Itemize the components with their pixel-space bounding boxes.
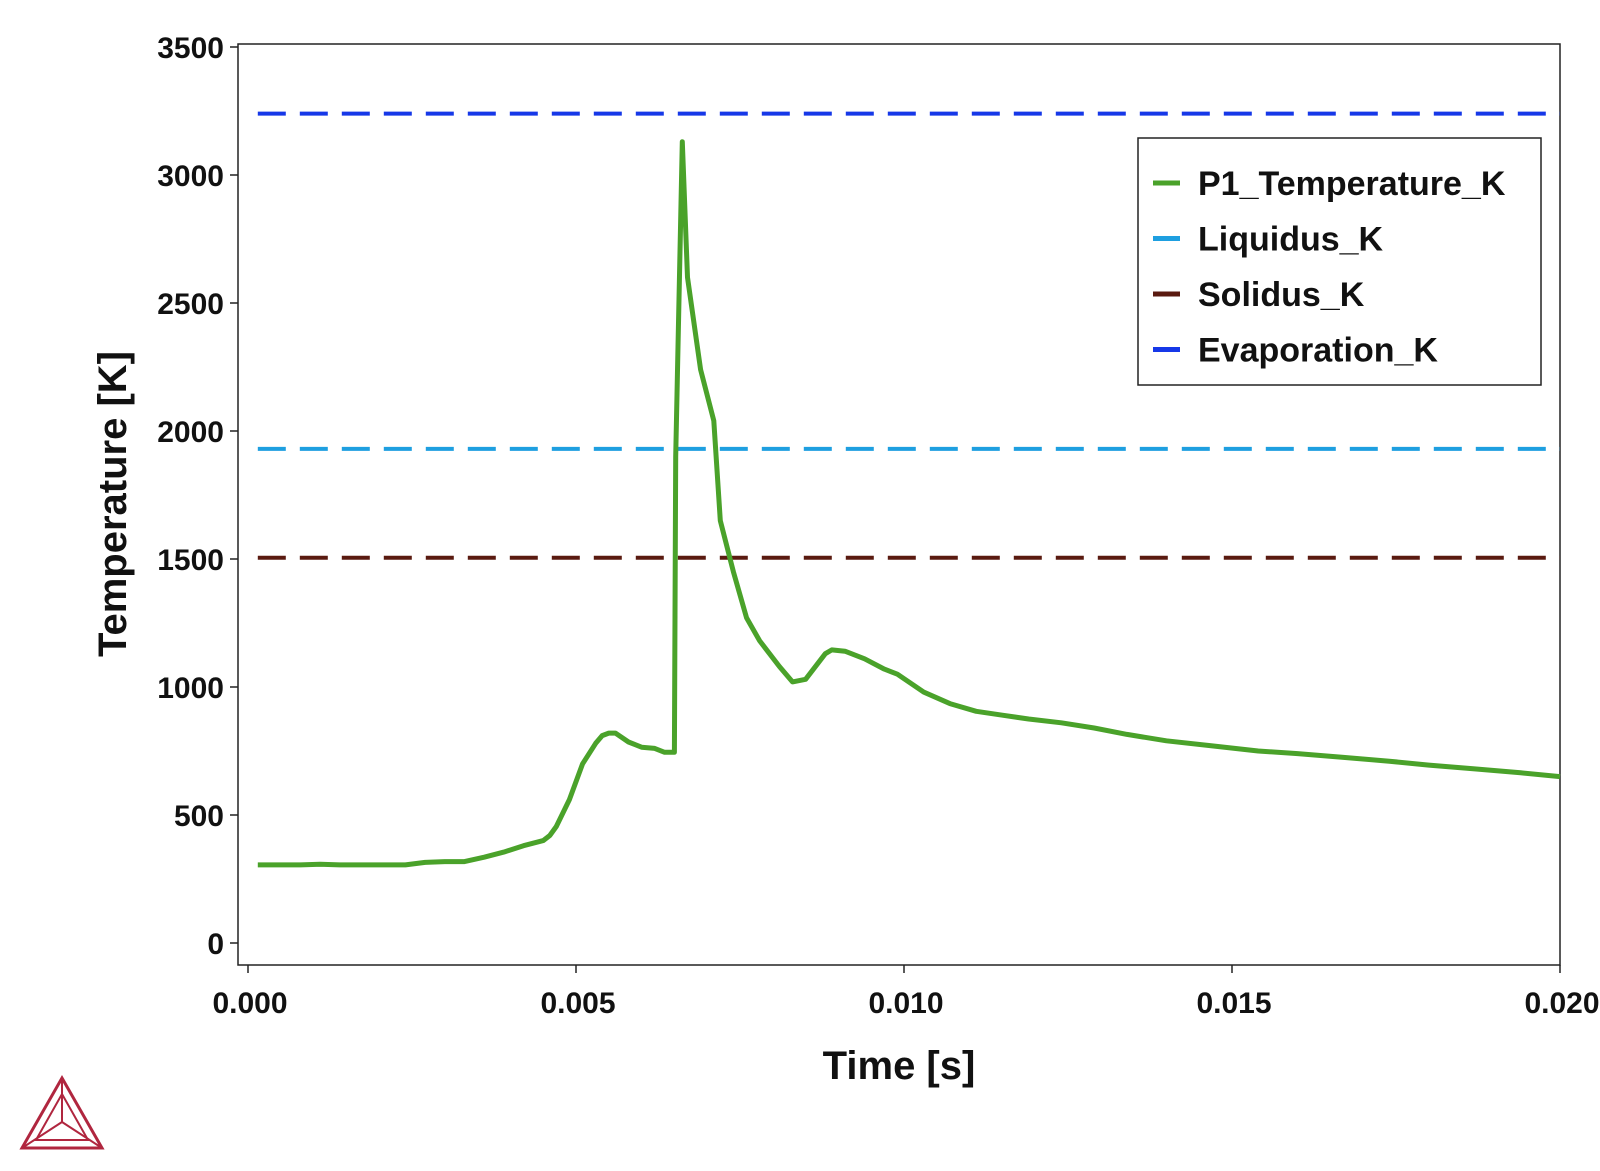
x-tick-label: 0.010 bbox=[868, 987, 943, 1020]
y-tick-label: 2500 bbox=[157, 288, 224, 321]
series-layer bbox=[257, 111, 1561, 868]
y-tick-label: 1000 bbox=[157, 672, 224, 705]
legend-items: P1_Temperature_K Liquidus_K Solidus_K Evapo… bbox=[1153, 165, 1506, 370]
y-tick-label: 3500 bbox=[157, 32, 224, 65]
y-axis-title: Temperature [K] bbox=[91, 351, 135, 657]
legend-label: Solidus_K bbox=[1198, 276, 1365, 314]
y-tick-label: 500 bbox=[174, 800, 224, 833]
thermo-calc-logo bbox=[19, 1074, 105, 1150]
y-tick-label: 0 bbox=[207, 928, 224, 961]
logo-outer-triangle bbox=[19, 1074, 105, 1150]
legend-label: Evaporation_K bbox=[1198, 332, 1438, 370]
x-tick-label: 0.015 bbox=[1196, 987, 1271, 1020]
legend-label: Liquidus_K bbox=[1198, 221, 1384, 259]
series-line-p1-temperature-k bbox=[257, 139, 1561, 868]
logo-line-right bbox=[61, 1121, 103, 1149]
x-axis-title: Time [s] bbox=[823, 1044, 976, 1088]
logo-line-left bbox=[21, 1121, 63, 1149]
y-tick-label: 2000 bbox=[157, 416, 224, 449]
logo-inner-triangle bbox=[34, 1091, 90, 1141]
x-tick-label: 0.005 bbox=[540, 987, 615, 1020]
x-tick-label: 0.000 bbox=[212, 987, 287, 1020]
legend: P1_Temperature_K Liquidus_K Solidus_K Evapo… bbox=[1137, 137, 1542, 386]
axes-layer: 0 500 1000 1500 2000 2500 3000 3500 0.000 0.005 0.… bbox=[157, 32, 1599, 1020]
x-tick-label: 0.020 bbox=[1524, 987, 1599, 1020]
y-tick-label: 3000 bbox=[157, 160, 224, 193]
legend-label: P1_Temperature_K bbox=[1198, 165, 1506, 203]
y-tick-label: 1500 bbox=[157, 544, 224, 577]
legend-box bbox=[1137, 137, 1542, 386]
